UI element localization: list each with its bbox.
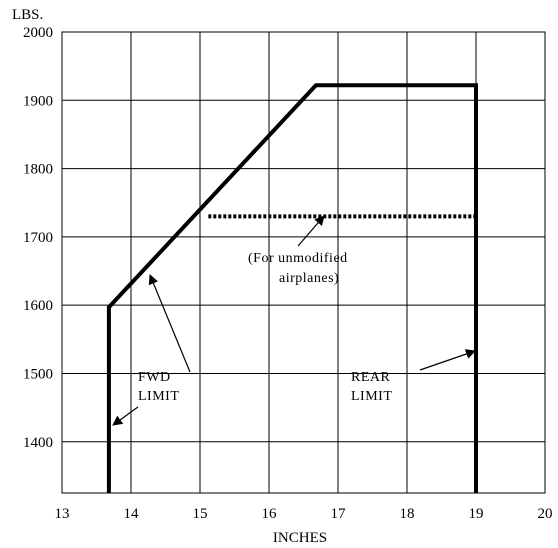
x-tick-label: 16	[262, 506, 278, 522]
x-tick-label: 14	[124, 506, 140, 522]
y-tick-labels: 1400 1500 1600 1700 1800 1900 2000	[23, 25, 53, 451]
y-axis-label: LBS.	[12, 7, 43, 23]
rear-limit-arrow	[419, 349, 476, 371]
y-tick-label: 2000	[23, 25, 53, 41]
y-tick-label: 1800	[23, 162, 53, 178]
unmodified-note-line2: airplanes)	[279, 271, 339, 286]
x-tick-label: 17	[331, 506, 347, 522]
unmodified-note-line1: (For unmodified	[248, 251, 348, 266]
x-tick-labels: 13 14 15 16 17 18 19 20	[55, 506, 553, 522]
x-tick-label: 20	[538, 506, 553, 522]
fwd-upper-arrow	[148, 274, 191, 373]
rear-limit-label-line2: LIMIT	[351, 389, 392, 404]
x-axis-label: INCHES	[273, 530, 327, 546]
fwd-limit-label-line2: LIMIT	[138, 389, 179, 404]
x-tick-label: 19	[469, 506, 484, 522]
unmodified-arrow	[297, 215, 325, 247]
y-tick-label: 1400	[23, 435, 53, 451]
x-tick-label: 13	[55, 506, 70, 522]
cg-envelope-line	[106, 83, 478, 493]
fwd-lower-arrow	[112, 406, 139, 426]
plot-area	[61, 31, 546, 494]
y-tick-label: 1900	[23, 93, 53, 109]
y-tick-label: 1700	[23, 230, 53, 246]
series-group	[106, 83, 478, 493]
x-tick-label: 18	[400, 506, 415, 522]
y-tick-label: 1500	[23, 366, 53, 382]
x-tick-label: 15	[193, 506, 208, 522]
fwd-limit-label-line1: FWD	[138, 370, 171, 385]
rear-limit-label-line1: REAR	[351, 370, 391, 385]
y-tick-label: 1600	[23, 298, 53, 314]
